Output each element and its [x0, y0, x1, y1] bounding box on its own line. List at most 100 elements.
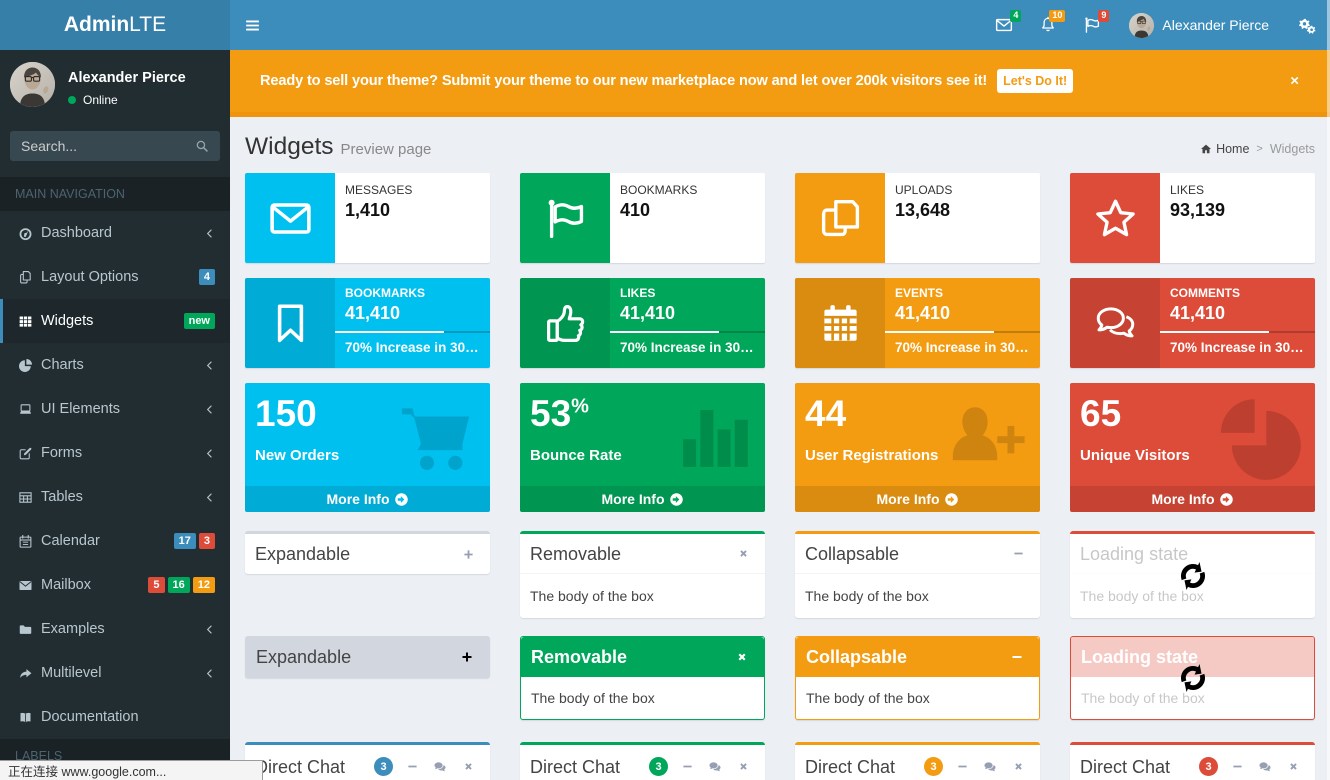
sidebar-item-label: Examples — [41, 621, 105, 637]
brand-logo[interactable]: AdminLTE — [0, 0, 230, 50]
direct-chat-box-danger: Direct Chat 3 — [1070, 742, 1315, 780]
remove-button[interactable] — [459, 758, 477, 776]
progress-track — [610, 331, 765, 333]
direct-chat-box-success: Direct Chat 3 — [520, 742, 765, 780]
messages-menu[interactable]: 4 — [982, 0, 1026, 50]
loading-solid-box: Loading state The body of the box — [1070, 636, 1315, 720]
more-info-link[interactable]: More Info — [245, 486, 490, 512]
messages-badge: 4 — [1010, 10, 1022, 22]
dashboard-icon — [18, 226, 41, 241]
info-box-messages: MESSAGES 1,410 — [245, 173, 490, 263]
box-body-text: The body of the box — [530, 588, 654, 604]
sidebar-item-label: Calendar — [41, 533, 100, 549]
breadcrumb-home-label: Home — [1216, 142, 1250, 156]
scrollbar-strip[interactable] — [1327, 0, 1330, 780]
sidebar-item-layout-options[interactable]: Layout Options 4 — [0, 255, 230, 299]
remove-button[interactable] — [1284, 758, 1302, 776]
sidebar-item-multilevel[interactable]: Multilevel — [0, 651, 230, 695]
chat-count-badge: 3 — [1199, 757, 1218, 776]
breadcrumb-home-link[interactable]: Home — [1200, 142, 1249, 156]
sidebar-item-label: Multilevel — [41, 665, 102, 681]
sidebar-user-status[interactable]: Online — [68, 93, 186, 107]
more-info-link[interactable]: More Info — [795, 486, 1040, 512]
expand-button[interactable] — [459, 545, 477, 563]
collapse-button[interactable] — [1008, 648, 1026, 666]
remove-button[interactable] — [1009, 758, 1027, 776]
direct-chat-box-primary: Direct Chat 3 — [245, 742, 490, 780]
collapse-button[interactable] — [1009, 545, 1027, 563]
sidebar-menu: MAIN NAVIGATION Dashboard Layout Options… — [0, 177, 230, 773]
box-title: Removable — [530, 543, 622, 564]
chevron-left-icon — [204, 228, 220, 239]
sidebar-item-dashboard[interactable]: Dashboard — [0, 211, 230, 255]
sidebar-user-panel: Alexander Pierce Online — [0, 52, 230, 117]
remove-button[interactable] — [734, 545, 752, 563]
calendar-badge-1: 17 — [173, 532, 196, 550]
hamburger-icon — [244, 17, 261, 34]
sidebar-item-charts[interactable]: Charts — [0, 343, 230, 387]
sidebar-user-status-label: Online — [83, 93, 118, 107]
box-title: Collapsable — [805, 543, 900, 564]
progress-bar — [1160, 331, 1269, 333]
sidebar-item-examples[interactable]: Examples — [0, 607, 230, 651]
breadcrumb-divider: > — [1256, 143, 1263, 155]
search-button[interactable] — [184, 132, 219, 160]
more-info-link[interactable]: More Info — [520, 486, 765, 512]
chat-contacts-button[interactable] — [1256, 758, 1274, 776]
search-input[interactable] — [11, 132, 184, 160]
removable-box: Removable The body of the box — [520, 531, 765, 618]
sidebar-item-calendar[interactable]: Calendar 17 3 — [0, 519, 230, 563]
banner-close-icon[interactable]: × — [1290, 72, 1299, 90]
expand-button[interactable] — [458, 648, 476, 666]
sidebar-item-label: Tables — [41, 489, 83, 505]
chat-contacts-button[interactable] — [981, 758, 999, 776]
flag-icon — [520, 173, 610, 263]
more-info-label: More Info — [1151, 491, 1215, 507]
thumbs-up-icon — [520, 278, 610, 368]
content-header: Widgets Preview page Home > Widgets — [230, 117, 1330, 173]
collapse-button[interactable] — [953, 758, 971, 776]
collapse-button[interactable] — [1228, 758, 1246, 776]
chevron-left-icon — [204, 404, 220, 415]
sidebar-item-widgets[interactable]: Widgets new — [0, 299, 230, 343]
notifications-menu[interactable]: 10 — [1026, 0, 1070, 50]
sidebar-item-ui-elements[interactable]: UI Elements — [0, 387, 230, 431]
sidebar-toggle-button[interactable] — [230, 0, 275, 50]
banner-cta-button[interactable]: Let's Do It! — [997, 69, 1074, 93]
small-box-label: New Orders — [255, 447, 340, 464]
sidebar-item-forms[interactable]: Forms — [0, 431, 230, 475]
brand-light: LTE — [129, 13, 167, 36]
sidebar-item-tables[interactable]: Tables — [0, 475, 230, 519]
more-info-link[interactable]: More Info — [1070, 486, 1315, 512]
user-menu[interactable]: Alexander Pierce — [1114, 0, 1284, 50]
comments-icon — [1070, 278, 1160, 368]
remove-button[interactable] — [733, 648, 751, 666]
mailbox-badge-1: 5 — [148, 576, 165, 594]
box-title: Expandable — [256, 646, 352, 667]
chevron-left-icon — [204, 360, 220, 371]
info-box-value: 41,410 — [345, 303, 401, 323]
page-content: MESSAGES 1,410 BOOKMARKS 410 UPLOADS 13,… — [230, 173, 1330, 780]
table-icon — [18, 490, 41, 505]
tasks-menu[interactable]: 9 — [1070, 0, 1114, 50]
chat-contacts-button[interactable] — [431, 758, 449, 776]
bookmark-icon — [245, 278, 335, 368]
info-box-uploads: UPLOADS 13,648 — [795, 173, 1040, 263]
small-box-new-orders: 150 New Orders More Info — [245, 383, 490, 512]
chevron-left-icon — [204, 624, 220, 635]
collapse-button[interactable] — [403, 758, 421, 776]
sidebar-item-mailbox[interactable]: Mailbox 5 16 12 — [0, 563, 230, 607]
small-box-row: 150 New Orders More Info 53% Bounce Rate… — [245, 383, 1315, 531]
control-sidebar-toggle[interactable] — [1284, 0, 1330, 50]
collapse-button[interactable] — [678, 758, 696, 776]
progress-description: 70% Increase in 30 Days — [620, 340, 755, 355]
sidebar-item-documentation[interactable]: Documentation — [0, 695, 230, 739]
chat-contacts-button[interactable] — [706, 758, 724, 776]
copy-icon — [795, 173, 885, 263]
progress-track — [1160, 331, 1315, 333]
info-box-label: COMMENTS — [1170, 287, 1240, 300]
more-info-label: More Info — [601, 491, 665, 507]
marketplace-banner: Ready to sell your theme? Submit your th… — [230, 50, 1330, 117]
online-status-icon — [68, 96, 76, 104]
remove-button[interactable] — [734, 758, 752, 776]
